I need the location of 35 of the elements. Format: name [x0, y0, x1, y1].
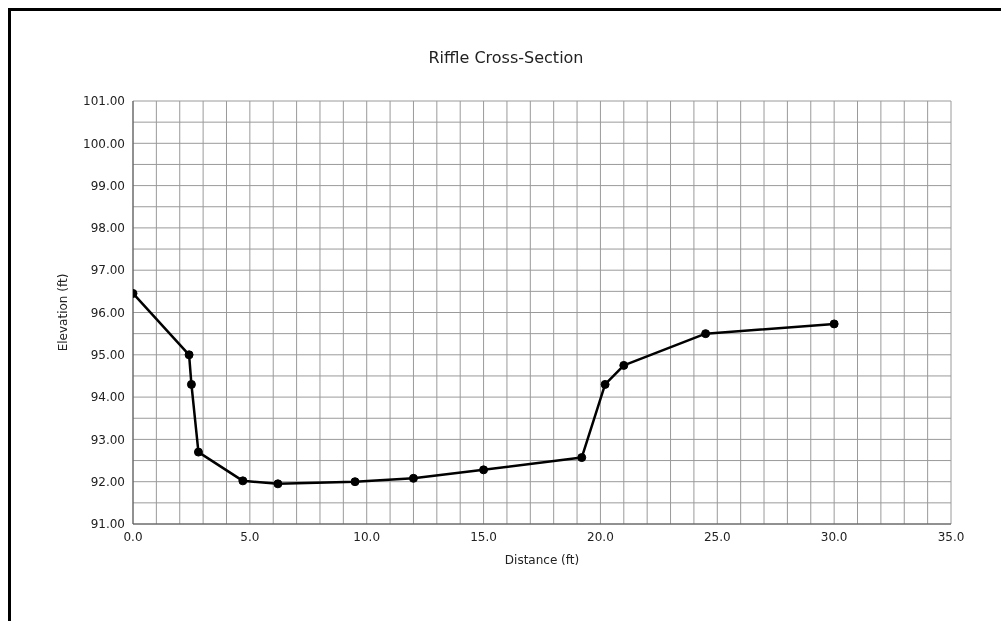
y-tick-label: 97.00 — [90, 263, 125, 278]
y-axis-title: Elevation (ft) — [56, 273, 71, 352]
x-tick-label: 35.0 — [937, 529, 965, 544]
point — [408, 473, 418, 483]
x-tick-label: 20.0 — [587, 529, 614, 544]
x-tick-label: 5.0 — [240, 529, 260, 544]
point — [186, 379, 196, 389]
point — [619, 360, 629, 370]
x-tick-label: 15.0 — [470, 529, 497, 544]
point — [701, 329, 711, 339]
y-tick-label: 98.00 — [90, 221, 125, 236]
y-tick-label: 96.00 — [90, 305, 125, 320]
y-tick-label: 100.00 — [83, 136, 125, 151]
point — [479, 465, 489, 475]
chart-title: Riffle Cross-Section — [427, 48, 585, 67]
point — [238, 476, 248, 486]
x-tick-label: 25.0 — [703, 529, 731, 544]
point — [350, 477, 360, 487]
y-tick-label: 91.00 — [90, 517, 125, 532]
point — [193, 447, 203, 457]
point — [600, 379, 610, 389]
y-tick-label: 95.00 — [90, 348, 125, 363]
point — [273, 479, 283, 489]
x-tick-label: 10.0 — [353, 529, 381, 544]
x-tick-label: 0.0 — [123, 529, 143, 544]
point — [184, 350, 194, 360]
point — [577, 453, 587, 463]
y-tick-label: 93.00 — [90, 432, 125, 447]
x-tick-label: 30.0 — [820, 529, 848, 544]
y-tick-label: 94.00 — [90, 390, 125, 405]
y-tick-label: 101.00 — [83, 94, 125, 109]
y-tick-label: 92.00 — [90, 474, 125, 489]
y-tick-label: 99.00 — [90, 178, 125, 193]
point — [829, 319, 839, 329]
x-axis-title: Distance (ft) — [504, 553, 580, 567]
